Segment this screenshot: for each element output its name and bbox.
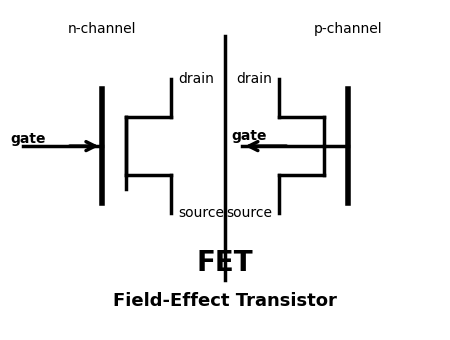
- Text: drain: drain: [178, 72, 214, 86]
- Text: drain: drain: [236, 72, 272, 86]
- Text: source: source: [178, 206, 224, 220]
- Text: gate: gate: [10, 132, 46, 146]
- Text: gate: gate: [231, 129, 267, 142]
- Text: p-channel: p-channel: [314, 22, 383, 36]
- Text: n-channel: n-channel: [68, 22, 136, 36]
- Text: Field-Effect Transistor: Field-Effect Transistor: [113, 292, 337, 310]
- Text: source: source: [226, 206, 272, 220]
- Text: FET: FET: [197, 249, 253, 277]
